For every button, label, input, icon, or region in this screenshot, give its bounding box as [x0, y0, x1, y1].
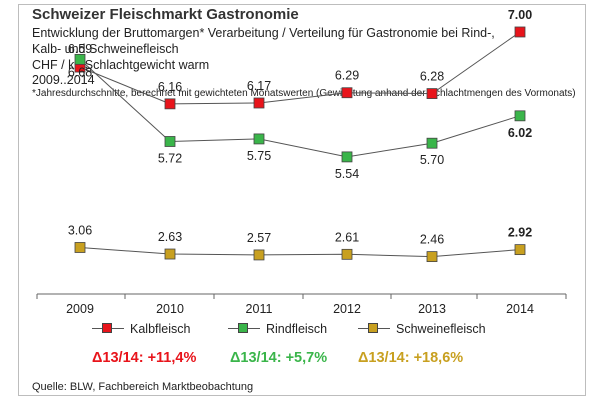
- legend-swatch-kalbfleisch: [92, 321, 124, 337]
- data-label-kalbfleisch-2011: 6.17: [247, 79, 271, 93]
- data-label-kalbfleisch-2014: 7.00: [508, 8, 532, 22]
- data-label-rindfleisch-2014: 6.02: [508, 126, 532, 140]
- legend-label-kalbfleisch: Kalbfleisch: [130, 322, 191, 336]
- data-point-rindfleisch-2011: [253, 133, 265, 145]
- chart-frame: [18, 4, 586, 396]
- data-label-kalbfleisch-2009: 6.59: [68, 42, 92, 56]
- data-point-kalbfleisch-2011: [253, 97, 265, 109]
- data-point-schweinefleisch-2011: [253, 249, 265, 261]
- source-note: Quelle: BLW, Fachbereich Marktbeobachtun…: [32, 381, 254, 393]
- delta-rindfleisch: Δ13/14: +5,7%: [230, 350, 328, 366]
- legend-item-schweinefleisch: Schweinefleisch: [358, 321, 486, 337]
- x-tick-label-2009: 2009: [66, 302, 94, 316]
- data-point-schweinefleisch-2012: [341, 248, 353, 260]
- legend-label-schweinefleisch: Schweinefleisch: [396, 322, 486, 336]
- data-label-schweinefleisch-2013: 2.46: [420, 233, 444, 247]
- delta-schweinefleisch: Δ13/14: +18,6%: [358, 350, 464, 366]
- legend-label-rindfleisch: Rindfleisch: [266, 322, 328, 336]
- data-point-schweinefleisch-2010: [164, 248, 176, 260]
- legend-swatch-rindfleisch: [228, 321, 260, 337]
- series-line-schweinefleisch: [79, 247, 521, 258]
- data-label-schweinefleisch-2014: 2.92: [508, 226, 532, 240]
- data-label-schweinefleisch-2011: 2.57: [247, 231, 271, 245]
- data-point-kalbfleisch-2012: [341, 87, 353, 99]
- x-tick-label-2014: 2014: [506, 302, 534, 316]
- chart-period: 2009..2014: [32, 73, 95, 87]
- x-tick-label-2012: 2012: [333, 302, 361, 316]
- data-label-rindfleisch-2009: 6.68: [68, 65, 92, 79]
- data-label-kalbfleisch-2013: 6.28: [420, 70, 444, 84]
- data-label-rindfleisch-2011: 5.75: [247, 149, 271, 163]
- x-tick-label-2010: 2010: [156, 302, 184, 316]
- data-point-kalbfleisch-2014: [514, 26, 526, 38]
- series-line-kalbfleisch: [79, 31, 521, 105]
- data-label-kalbfleisch-2010: 6.16: [158, 80, 182, 94]
- data-label-kalbfleisch-2012: 6.29: [335, 69, 359, 83]
- legend-item-rindfleisch: Rindfleisch: [228, 321, 327, 337]
- data-point-rindfleisch-2009: [74, 53, 86, 65]
- data-label-schweinefleisch-2012: 2.61: [335, 230, 359, 244]
- data-point-schweinefleisch-2013: [426, 251, 438, 263]
- data-label-rindfleisch-2013: 5.70: [420, 153, 444, 167]
- data-point-kalbfleisch-2010: [164, 98, 176, 110]
- chart-subtitle-line2: Kalb- und Schweinefleisch: [32, 42, 179, 56]
- x-tick-label-2011: 2011: [246, 302, 273, 316]
- data-label-schweinefleisch-2010: 2.63: [158, 230, 182, 244]
- data-label-rindfleisch-2012: 5.54: [335, 167, 359, 181]
- data-point-schweinefleisch-2009: [74, 242, 86, 253]
- data-point-schweinefleisch-2014: [514, 244, 526, 256]
- data-point-rindfleisch-2014: [514, 110, 526, 122]
- data-point-rindfleisch-2010: [164, 136, 176, 147]
- legend-swatch-schweinefleisch: [358, 321, 390, 337]
- data-point-kalbfleisch-2013: [426, 88, 438, 99]
- x-tick-label-2013: 2013: [418, 302, 446, 316]
- series-line-rindfleisch: [79, 59, 521, 158]
- chart-footnote: *Jahresdurchschnitte, berechnet mit gewi…: [32, 88, 576, 99]
- data-point-rindfleisch-2013: [426, 137, 438, 149]
- legend-item-kalbfleisch: Kalbfleisch: [92, 321, 190, 337]
- data-point-rindfleisch-2012: [341, 151, 353, 163]
- data-label-rindfleisch-2010: 5.72: [158, 151, 182, 165]
- chart-subtitle-line1: Entwicklung der Bruttomargen* Verarbeitu…: [32, 26, 495, 40]
- chart-title: Schweizer Fleischmarkt Gastronomie: [32, 6, 299, 23]
- data-label-schweinefleisch-2009: 3.06: [68, 223, 92, 237]
- delta-kalbfleisch: Δ13/14: +11,4%: [92, 350, 197, 366]
